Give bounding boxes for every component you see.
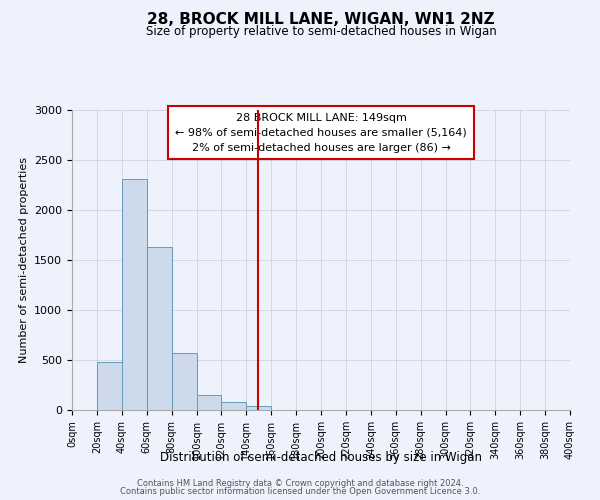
Bar — [172, 353, 197, 410]
Bar — [146, 247, 172, 410]
Bar — [247, 406, 271, 410]
Text: Contains public sector information licensed under the Open Government Licence 3.: Contains public sector information licen… — [120, 487, 480, 496]
Bar — [197, 394, 221, 410]
Text: 28 BROCK MILL LANE: 149sqm
← 98% of semi-detached houses are smaller (5,164)
2% : 28 BROCK MILL LANE: 149sqm ← 98% of semi… — [175, 113, 467, 152]
Y-axis label: Number of semi-detached properties: Number of semi-detached properties — [19, 157, 29, 363]
Text: 28, BROCK MILL LANE, WIGAN, WN1 2NZ: 28, BROCK MILL LANE, WIGAN, WN1 2NZ — [147, 12, 495, 28]
Bar — [221, 402, 247, 410]
Text: Size of property relative to semi-detached houses in Wigan: Size of property relative to semi-detach… — [146, 25, 496, 38]
Text: Contains HM Land Registry data © Crown copyright and database right 2024.: Contains HM Land Registry data © Crown c… — [137, 478, 463, 488]
Text: Distribution of semi-detached houses by size in Wigan: Distribution of semi-detached houses by … — [160, 451, 482, 464]
Bar — [97, 362, 122, 410]
Bar — [122, 179, 147, 410]
